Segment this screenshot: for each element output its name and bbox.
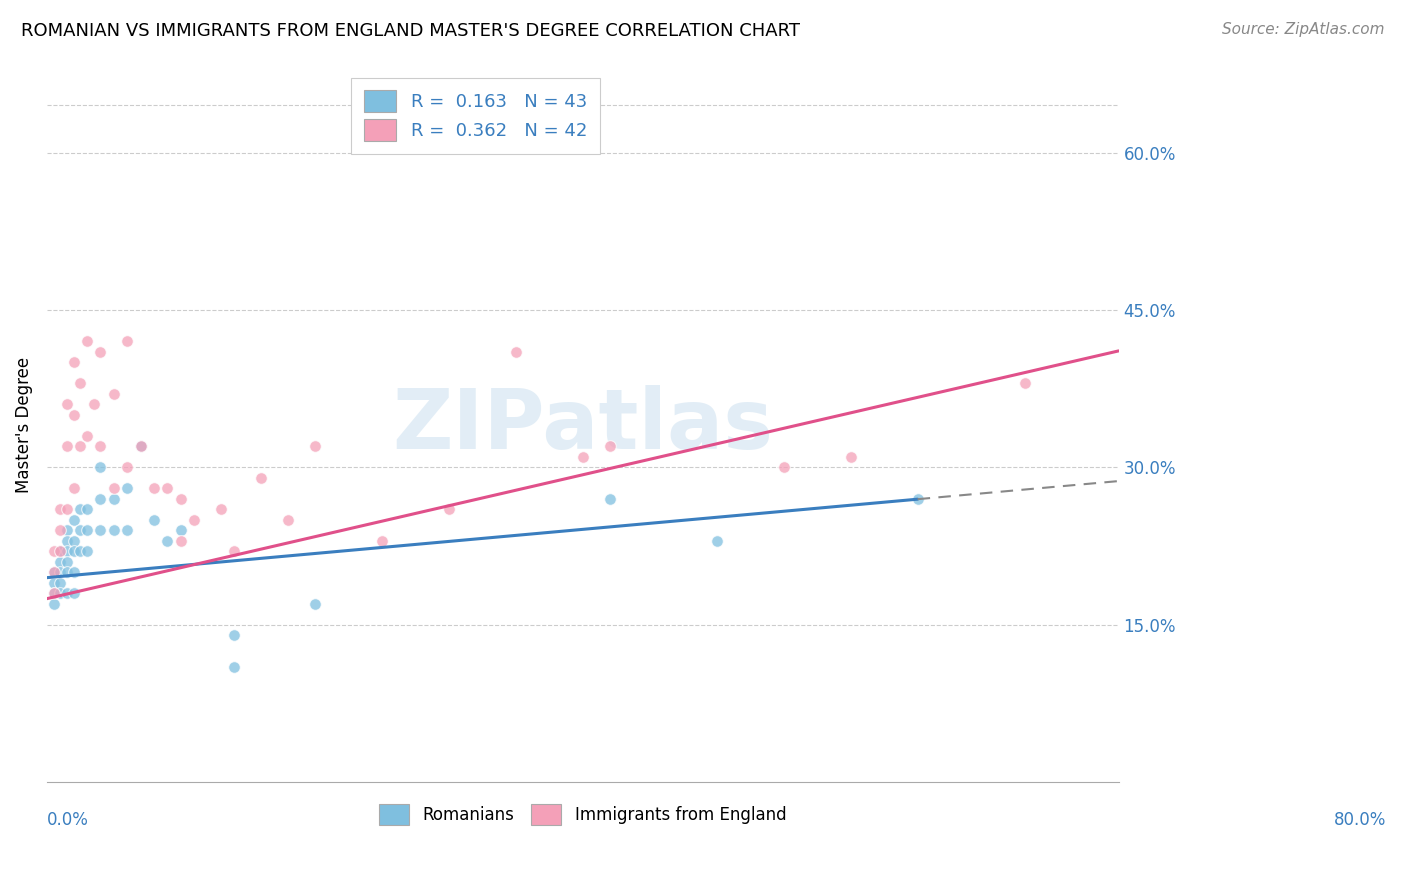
- Point: [76, 524, 98, 538]
- Point: [156, 482, 179, 496]
- Point: [437, 502, 460, 516]
- Point: [76, 544, 98, 558]
- Point: [117, 460, 139, 475]
- Point: [117, 482, 139, 496]
- Point: [42, 566, 65, 580]
- Point: [170, 533, 193, 548]
- Point: [56, 397, 79, 411]
- Point: [89, 439, 111, 453]
- Point: [224, 660, 246, 674]
- Point: [839, 450, 862, 464]
- Point: [42, 586, 65, 600]
- Point: [69, 544, 91, 558]
- Point: [56, 586, 79, 600]
- Point: [117, 524, 139, 538]
- Point: [69, 502, 91, 516]
- Point: [42, 575, 65, 590]
- Point: [69, 439, 91, 453]
- Point: [304, 439, 326, 453]
- Point: [143, 513, 166, 527]
- Point: [62, 566, 84, 580]
- Point: [129, 439, 152, 453]
- Point: [599, 491, 621, 506]
- Point: [56, 555, 79, 569]
- Legend: Romanians, Immigrants from England: Romanians, Immigrants from England: [370, 795, 796, 835]
- Point: [42, 597, 65, 611]
- Point: [103, 524, 125, 538]
- Point: [772, 460, 794, 475]
- Point: [49, 502, 72, 516]
- Point: [224, 628, 246, 642]
- Point: [89, 460, 111, 475]
- Point: [706, 533, 728, 548]
- Point: [117, 334, 139, 349]
- Point: [49, 586, 72, 600]
- Point: [103, 387, 125, 401]
- Point: [76, 429, 98, 443]
- Point: [42, 566, 65, 580]
- Point: [62, 544, 84, 558]
- Point: [224, 544, 246, 558]
- Point: [89, 345, 111, 359]
- Text: 0.0%: 0.0%: [46, 811, 89, 829]
- Point: [49, 524, 72, 538]
- Point: [156, 533, 179, 548]
- Point: [42, 544, 65, 558]
- Point: [250, 471, 273, 485]
- Point: [62, 355, 84, 369]
- Point: [49, 544, 72, 558]
- Point: [505, 345, 527, 359]
- Point: [62, 482, 84, 496]
- Point: [89, 491, 111, 506]
- Point: [599, 439, 621, 453]
- Point: [304, 597, 326, 611]
- Point: [56, 544, 79, 558]
- Point: [56, 533, 79, 548]
- Point: [170, 524, 193, 538]
- Point: [571, 450, 593, 464]
- Point: [49, 555, 72, 569]
- Point: [49, 566, 72, 580]
- Point: [277, 513, 299, 527]
- Text: Source: ZipAtlas.com: Source: ZipAtlas.com: [1222, 22, 1385, 37]
- Point: [103, 482, 125, 496]
- Point: [1014, 376, 1036, 391]
- Point: [62, 533, 84, 548]
- Point: [143, 482, 166, 496]
- Point: [56, 566, 79, 580]
- Point: [69, 376, 91, 391]
- Point: [76, 334, 98, 349]
- Point: [371, 533, 394, 548]
- Point: [49, 575, 72, 590]
- Point: [56, 439, 79, 453]
- Point: [83, 397, 105, 411]
- Point: [103, 491, 125, 506]
- Point: [907, 491, 929, 506]
- Point: [49, 544, 72, 558]
- Point: [183, 513, 205, 527]
- Point: [62, 586, 84, 600]
- Y-axis label: Master's Degree: Master's Degree: [15, 358, 32, 493]
- Point: [89, 524, 111, 538]
- Text: 80.0%: 80.0%: [1334, 811, 1386, 829]
- Point: [42, 586, 65, 600]
- Point: [76, 502, 98, 516]
- Point: [56, 502, 79, 516]
- Text: ROMANIAN VS IMMIGRANTS FROM ENGLAND MASTER'S DEGREE CORRELATION CHART: ROMANIAN VS IMMIGRANTS FROM ENGLAND MAST…: [21, 22, 800, 40]
- Point: [209, 502, 232, 516]
- Point: [62, 513, 84, 527]
- Point: [170, 491, 193, 506]
- Point: [69, 524, 91, 538]
- Point: [62, 408, 84, 422]
- Point: [56, 524, 79, 538]
- Point: [129, 439, 152, 453]
- Text: ZIPatlas: ZIPatlas: [392, 385, 773, 466]
